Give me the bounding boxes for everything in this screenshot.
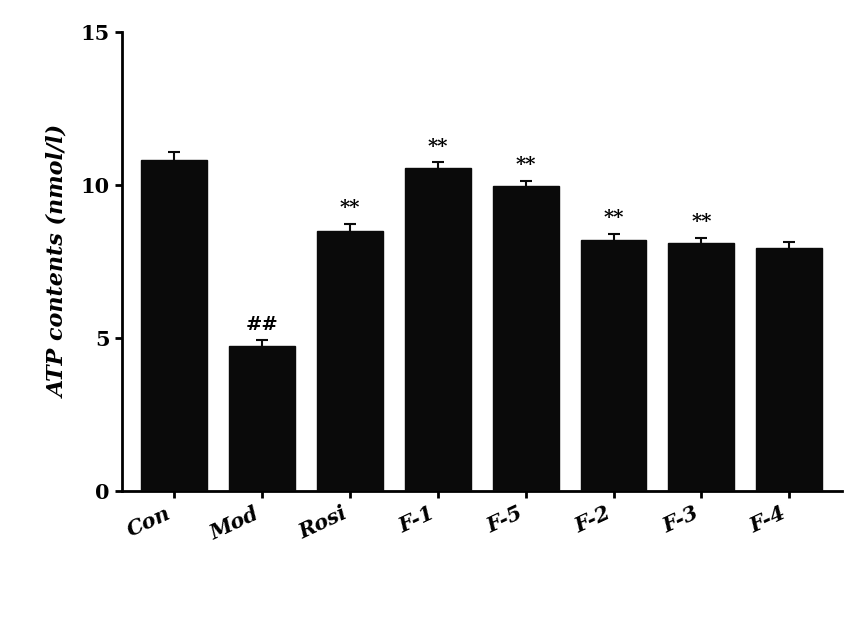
Y-axis label: ATP contents (nmol/l): ATP contents (nmol/l) [48,125,69,398]
Text: **: ** [339,199,360,217]
Bar [404,168,470,491]
Bar [141,160,207,491]
Text: **: ** [516,156,536,174]
Text: **: ** [603,209,624,227]
Text: ##: ## [246,316,279,333]
Bar [756,248,822,491]
Bar [229,346,295,491]
Bar [493,186,559,491]
Bar [668,243,734,491]
Bar [317,231,383,491]
Text: **: ** [428,138,448,156]
Text: **: ** [691,213,712,231]
Bar [581,240,647,491]
